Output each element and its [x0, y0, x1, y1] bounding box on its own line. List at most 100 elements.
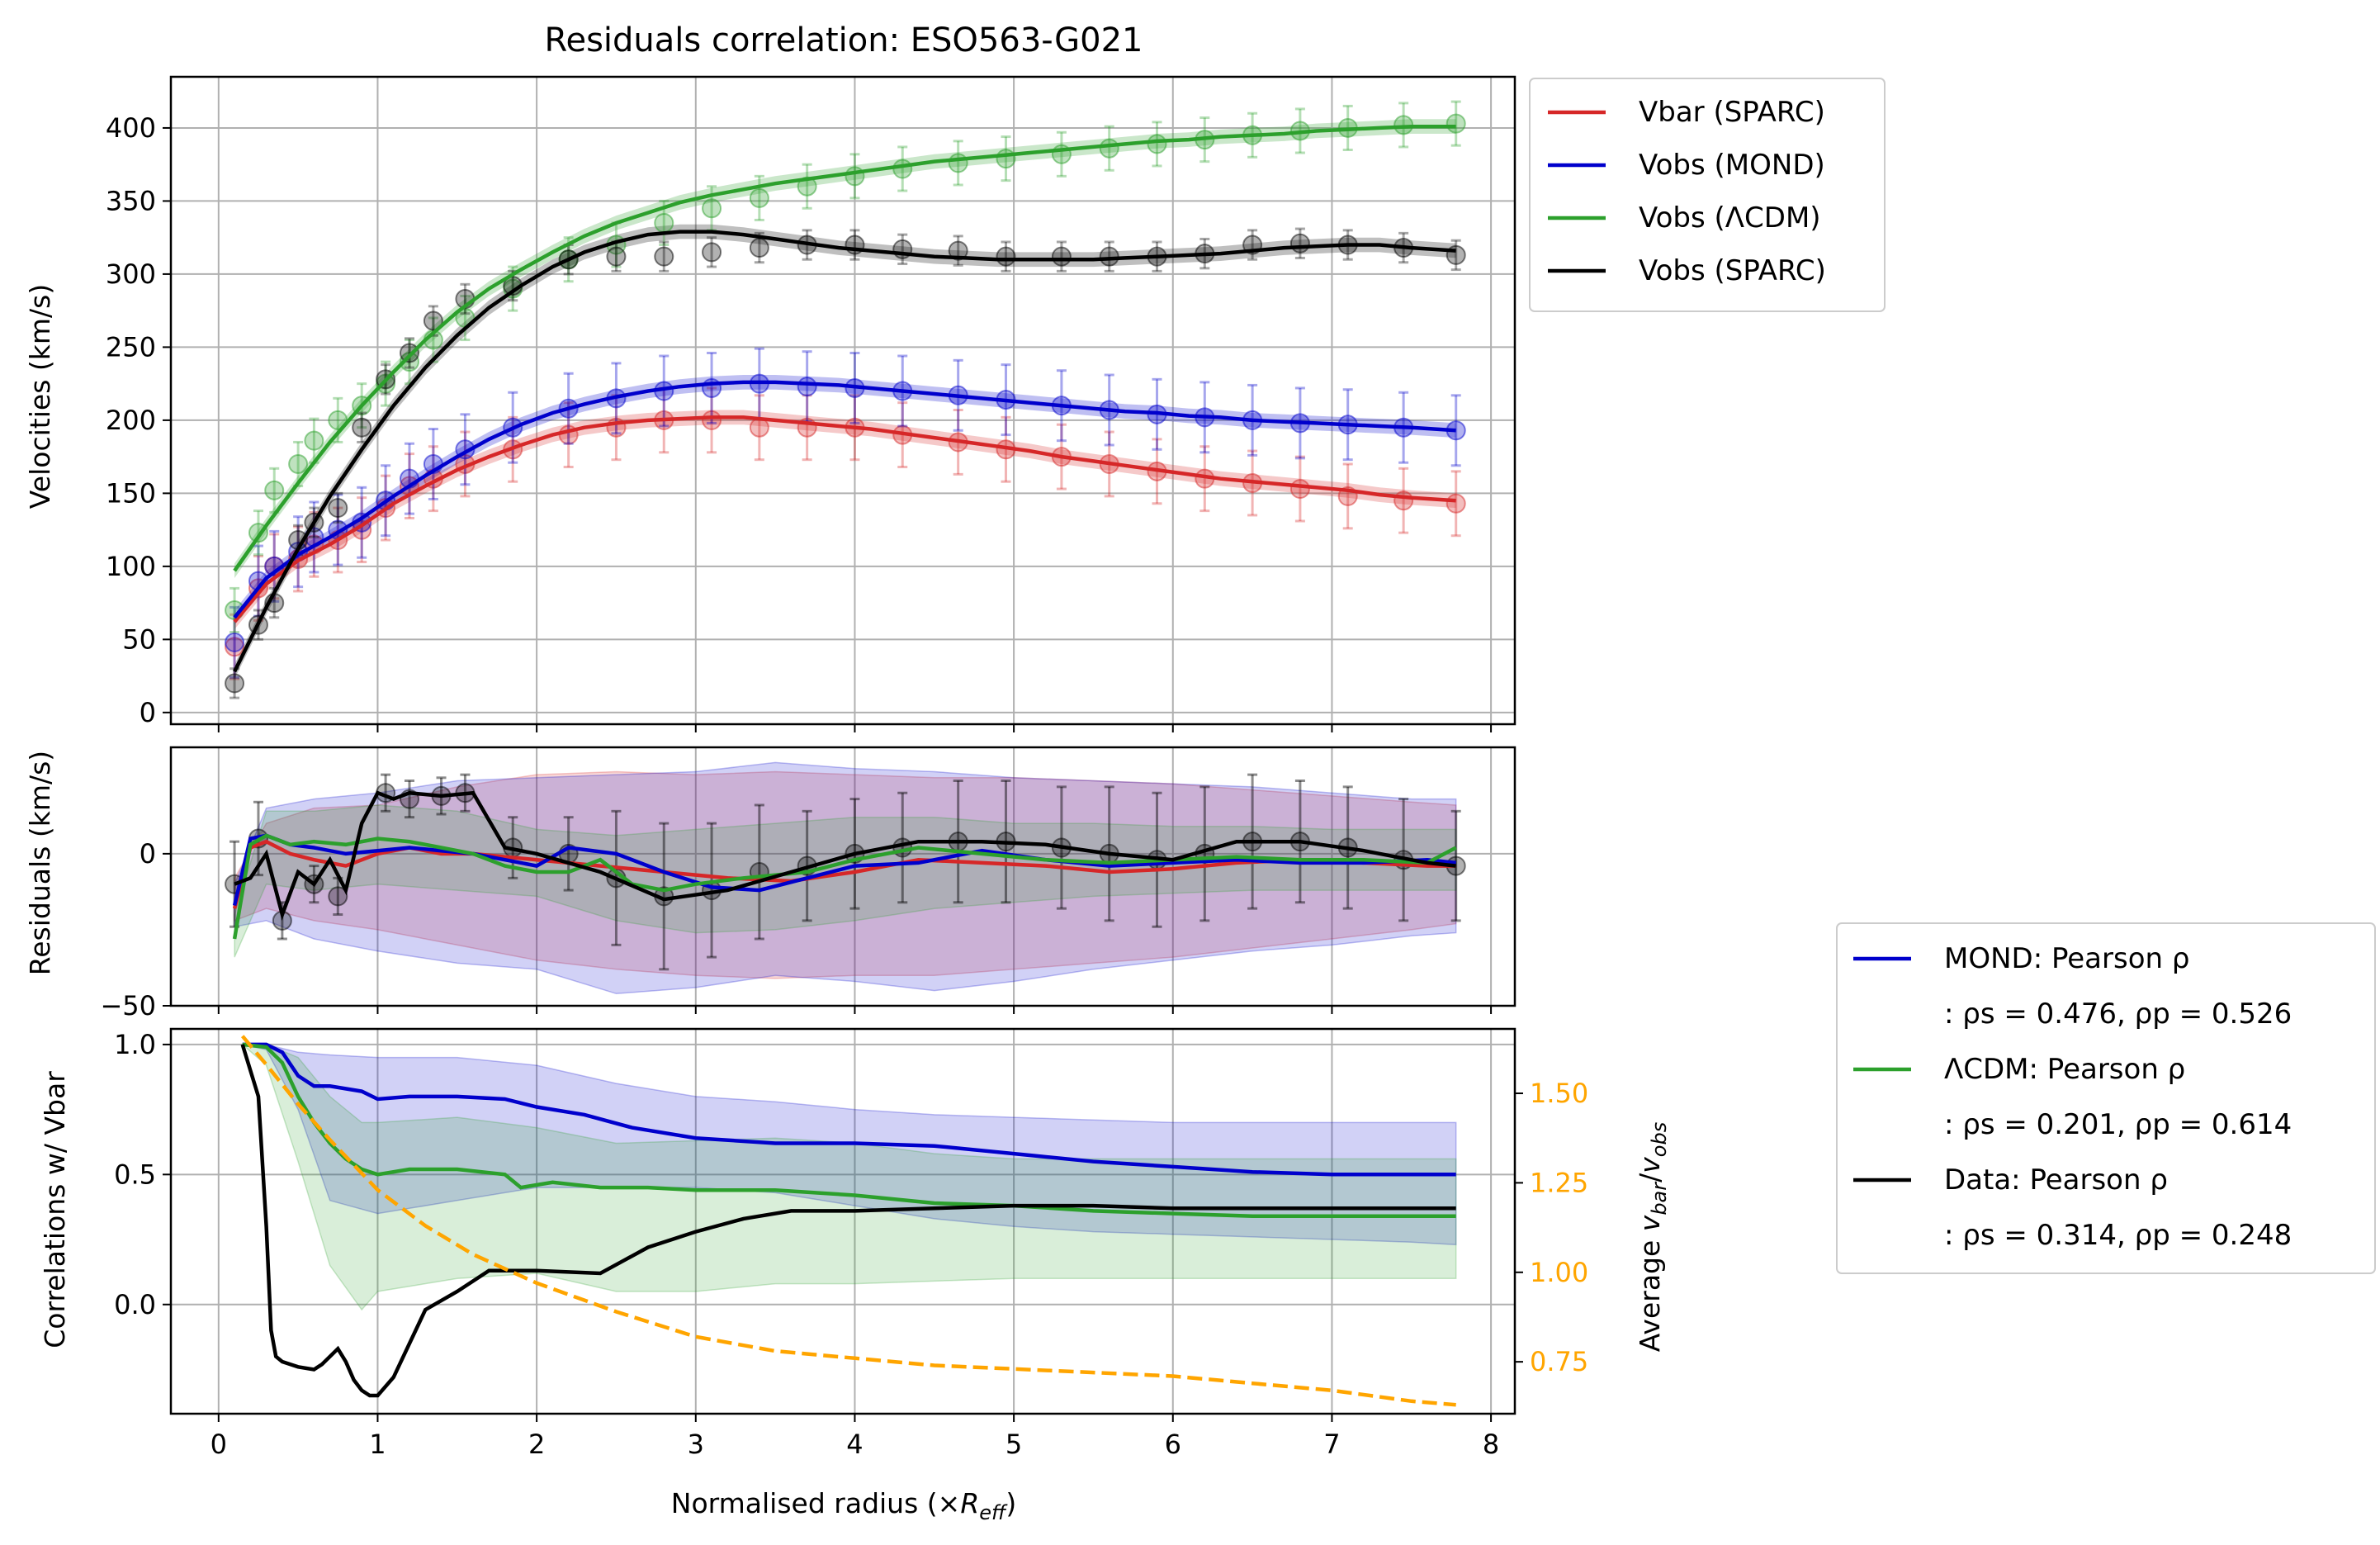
chart-title: Residuals correlation: ESO563-G021	[544, 21, 1143, 59]
point-vbar	[1289, 479, 1310, 500]
fit-band-mond	[234, 375, 1456, 625]
legend-label: MOND: Pearson ρ	[1944, 942, 2189, 975]
y-tick-label: 50	[122, 623, 156, 655]
panel-frame	[169, 75, 1516, 726]
fit-line-data	[233, 230, 1456, 673]
legend-velocities: Vbar (SPARC) Vobs (MOND) Vobs (ΛCDM) Vobs (…	[1529, 78, 1886, 312]
point-data	[352, 417, 372, 438]
point-mond	[225, 632, 245, 652]
panel-frame	[169, 746, 1516, 1007]
point-data	[1099, 246, 1119, 267]
y-tick-label: 300	[106, 258, 156, 290]
legend-stats: : ρs = 0.201, ρp = 0.614	[1944, 1108, 2292, 1141]
legend-label: Vbar (SPARC)	[1639, 96, 1825, 129]
y-tick-label: 250	[106, 331, 156, 363]
legend-frame	[1529, 78, 1886, 312]
correlation-line-data	[240, 1044, 1456, 1398]
point-lcdm	[948, 153, 968, 173]
right-y-tick-label: 1.50	[1530, 1078, 1588, 1109]
right-y-tick-label: 0.75	[1530, 1346, 1588, 1377]
point-lcdm	[996, 149, 1016, 169]
point-lcdm	[749, 187, 769, 208]
y-axis-label-correlations: Correlations w/ Vbar	[39, 1071, 71, 1348]
point-lcdm	[304, 430, 324, 451]
legend-stats: : ρs = 0.314, ρp = 0.248	[1944, 1219, 2292, 1252]
residual-band-mond	[234, 761, 1457, 995]
legend-label: Vobs (ΛCDM)	[1639, 201, 1821, 235]
correlation-line-mond	[242, 1042, 1456, 1177]
legend-label: Vobs (SPARC)	[1639, 254, 1826, 287]
legend-stats: : ρs = 0.476, ρp = 0.526	[1944, 998, 2292, 1031]
point-lcdm	[702, 198, 722, 219]
y-axis-label-velocities: Velocities (km/s)	[24, 284, 56, 509]
point-lcdm	[264, 480, 285, 500]
point-data	[399, 343, 419, 363]
point-mond	[797, 377, 817, 397]
fit-line-vbar	[233, 415, 1456, 623]
point-lcdm	[1446, 113, 1466, 134]
x-tick-label: 4	[846, 1429, 863, 1460]
plot-area	[225, 761, 1466, 995]
x-tick-label: 6	[1165, 1429, 1181, 1460]
panel-frame	[169, 1027, 1516, 1415]
y-tick-label: −50	[100, 990, 156, 1021]
residual-line-lcdm	[232, 833, 1457, 940]
point-lcdm	[1147, 134, 1167, 154]
y-tick-label: 350	[106, 185, 156, 216]
point-vbar	[1393, 491, 1414, 511]
correlation-band-lcdm	[240, 1044, 1457, 1311]
right-y-tick-label: 1.00	[1530, 1257, 1588, 1288]
x-tick-label: 7	[1323, 1429, 1340, 1460]
panel-2: −50 0	[100, 746, 1516, 1021]
legend-label: Data: Pearson ρ	[1944, 1163, 2168, 1197]
point-data	[423, 310, 443, 331]
y-tick-label: 0	[140, 838, 156, 870]
point-data	[225, 673, 245, 694]
plot-area	[240, 1035, 1457, 1407]
panel-1: 0 50 100 150 200 250 300 350 400	[106, 75, 1516, 732]
plot-area	[225, 100, 1466, 699]
x-axis-label: Normalised radius (×Reff)	[671, 1487, 1016, 1524]
x-tick-label: 3	[688, 1429, 704, 1460]
residual-line-data	[234, 790, 1456, 921]
point-lcdm	[654, 212, 674, 233]
point-data	[1051, 246, 1072, 267]
y-axis-label-ratio: Average vbar/vobs	[1634, 1122, 1671, 1352]
x-tick-label: 2	[528, 1429, 545, 1460]
y-axis-label-residuals: Residuals (km/s)	[24, 751, 56, 975]
point-lcdm	[892, 159, 913, 179]
fit-line-lcdm	[233, 124, 1456, 572]
y-tick-label: 200	[106, 405, 156, 436]
residual-line-mond	[232, 833, 1456, 907]
y-tick-label: 100	[106, 551, 156, 582]
y-tick-label: 0	[140, 697, 156, 728]
point-vbar	[225, 637, 245, 657]
ratio-line	[240, 1035, 1456, 1407]
x-tick-label: 1	[369, 1429, 386, 1460]
residual-band-lcdm	[234, 804, 1457, 958]
point-lcdm	[288, 453, 309, 474]
point-lcdm	[1099, 138, 1119, 159]
point-data	[328, 498, 348, 519]
point-data	[948, 240, 968, 261]
point-lcdm	[376, 373, 396, 394]
legend-label: ΛCDM: Pearson ρ	[1944, 1053, 2185, 1086]
panel-3: 0 1 2 3 4 5 6 7 8 0.0 0.5 1.0 0.75 1.00 1.25 1.50	[114, 1027, 1588, 1460]
point-data	[702, 242, 722, 263]
right-y-tick-label: 1.25	[1530, 1167, 1588, 1198]
x-tick-label: 0	[211, 1429, 227, 1460]
fit-band-data	[234, 224, 1456, 680]
point-data	[1289, 233, 1310, 254]
point-data	[996, 246, 1016, 267]
fit-line-mond	[233, 380, 1456, 619]
legend-correlations: MOND: Pearson ρ : ρs = 0.476, ρp = 0.526 Λ…	[1836, 922, 2376, 1274]
point-data	[654, 246, 674, 267]
legend-label: Vobs (MOND)	[1639, 149, 1825, 182]
y-tick-label: 150	[106, 477, 156, 509]
x-tick-label: 8	[1483, 1429, 1499, 1460]
point-data	[749, 238, 769, 258]
y-tick-label: 1.0	[114, 1029, 156, 1060]
point-vbar	[1446, 493, 1466, 514]
fit-band-vbar	[234, 410, 1456, 629]
y-tick-label: 0.5	[114, 1159, 156, 1190]
